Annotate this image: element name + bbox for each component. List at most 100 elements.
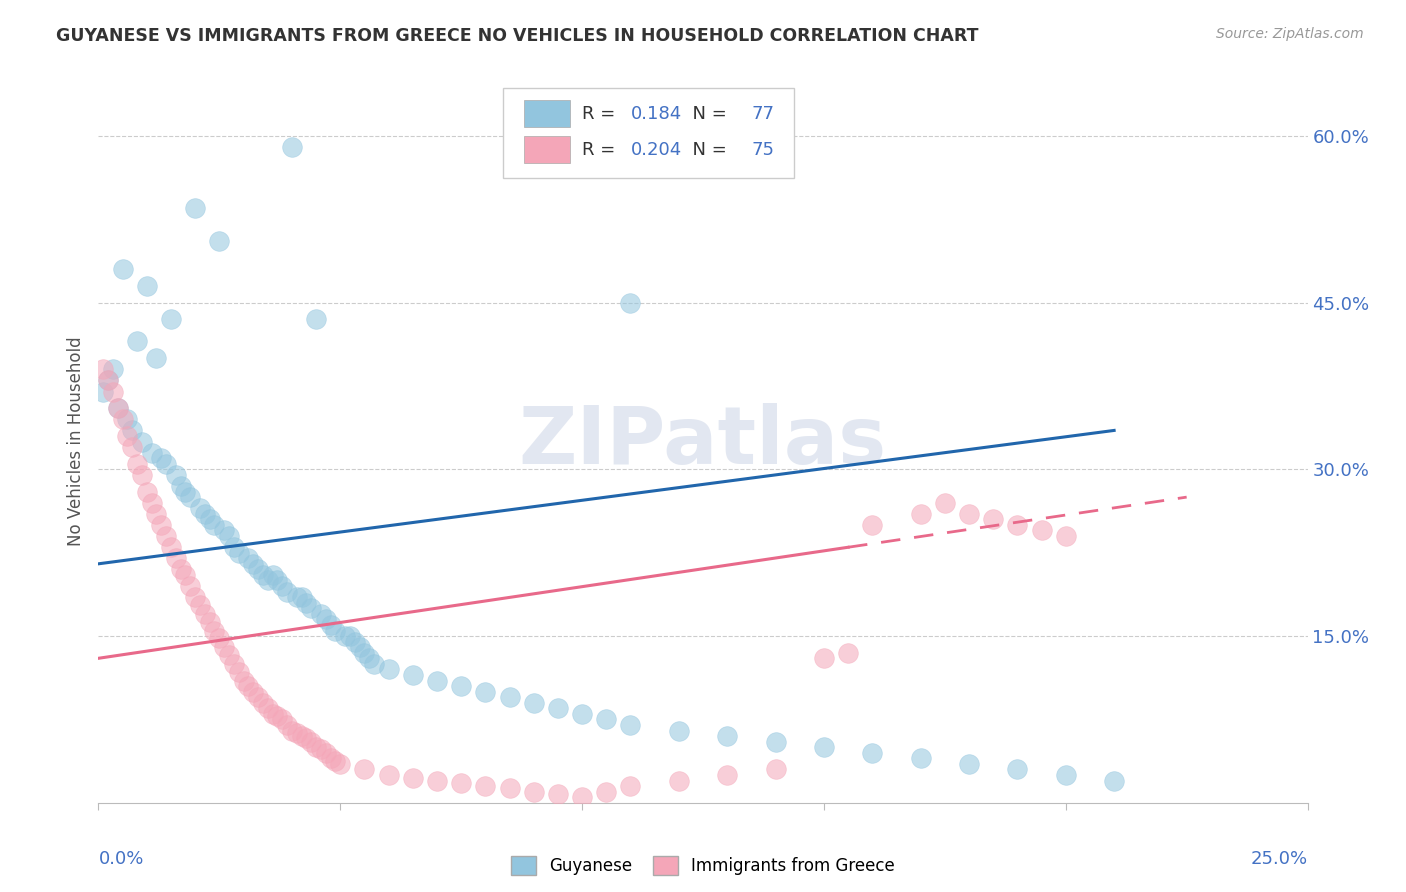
Text: GUYANESE VS IMMIGRANTS FROM GREECE NO VEHICLES IN HOUSEHOLD CORRELATION CHART: GUYANESE VS IMMIGRANTS FROM GREECE NO VE… (56, 27, 979, 45)
Point (290, 729, 312, 743)
FancyBboxPatch shape (503, 87, 794, 178)
Point (188, 501, 211, 516)
Point (1031, 524, 1053, 538)
Point (256, 574, 278, 588)
Text: 0.204: 0.204 (630, 141, 682, 159)
Point (165, 467, 187, 482)
Point (194, 607, 217, 621)
Point (619, 718, 641, 732)
Point (155, 457, 177, 471)
Point (1007, 517, 1029, 532)
Point (315, 612, 337, 626)
Point (135, 279, 157, 293)
Point (145, 507, 167, 521)
Point (208, 235, 231, 249)
FancyBboxPatch shape (524, 136, 569, 163)
Point (498, 781, 520, 796)
Point (232, 673, 254, 688)
Point (1054, 529, 1077, 543)
Point (353, 646, 375, 660)
Point (262, 706, 284, 721)
Point (363, 657, 385, 671)
Point (91, 362, 114, 376)
Point (131, 467, 153, 482)
Point (285, 725, 308, 739)
Point (309, 742, 332, 756)
Point (668, 773, 690, 788)
Point (450, 776, 472, 790)
Point (198, 512, 221, 526)
Point (266, 709, 288, 723)
Point (160, 540, 183, 554)
Point (276, 718, 298, 732)
Point (184, 590, 207, 604)
FancyBboxPatch shape (524, 100, 569, 128)
Point (256, 701, 278, 715)
Point (305, 740, 328, 755)
Point (957, 756, 980, 771)
Point (402, 668, 425, 682)
Point (91, 384, 114, 399)
Point (474, 684, 496, 698)
Text: 25.0%: 25.0% (1250, 850, 1308, 868)
Point (242, 684, 264, 698)
Point (523, 696, 546, 710)
Point (319, 618, 342, 632)
Point (111, 262, 134, 277)
Point (165, 551, 187, 566)
Point (716, 768, 738, 782)
Text: N =: N = (682, 141, 733, 159)
Point (222, 657, 245, 671)
Point (127, 457, 149, 471)
Point (101, 362, 124, 376)
Point (353, 763, 375, 777)
Text: ZIPatlas: ZIPatlas (519, 402, 887, 481)
Point (204, 624, 226, 638)
Point (141, 496, 163, 510)
Point (281, 723, 304, 738)
Point (595, 713, 617, 727)
Point (765, 734, 787, 748)
Point (228, 665, 250, 679)
Point (474, 779, 496, 793)
Point (107, 401, 129, 416)
Point (837, 646, 859, 660)
Point (150, 517, 173, 532)
Point (169, 562, 191, 576)
Point (299, 734, 322, 748)
Point (319, 751, 342, 765)
Point (860, 517, 883, 532)
Point (619, 779, 641, 793)
Point (266, 574, 288, 588)
Point (547, 701, 569, 715)
Point (571, 790, 593, 805)
Point (107, 401, 129, 416)
Point (150, 451, 173, 466)
Point (117, 429, 139, 443)
Text: 0.0%: 0.0% (98, 850, 143, 868)
Point (141, 445, 163, 459)
Point (238, 551, 260, 566)
Point (228, 546, 250, 560)
Point (325, 754, 347, 768)
Point (155, 529, 177, 543)
Point (668, 723, 690, 738)
Point (295, 596, 318, 610)
Point (160, 312, 183, 326)
Legend: Guyanese, Immigrants from Greece: Guyanese, Immigrants from Greece (505, 849, 901, 882)
Point (547, 787, 569, 801)
Point (1054, 768, 1077, 782)
Point (377, 662, 399, 676)
Point (716, 729, 738, 743)
Point (222, 540, 245, 554)
Point (97, 373, 120, 387)
Point (325, 624, 347, 638)
Point (121, 440, 143, 454)
Text: 75: 75 (751, 141, 775, 159)
Point (813, 740, 835, 755)
Point (957, 507, 980, 521)
Point (813, 651, 835, 665)
Point (262, 568, 284, 582)
Point (194, 507, 217, 521)
Point (1102, 773, 1125, 788)
